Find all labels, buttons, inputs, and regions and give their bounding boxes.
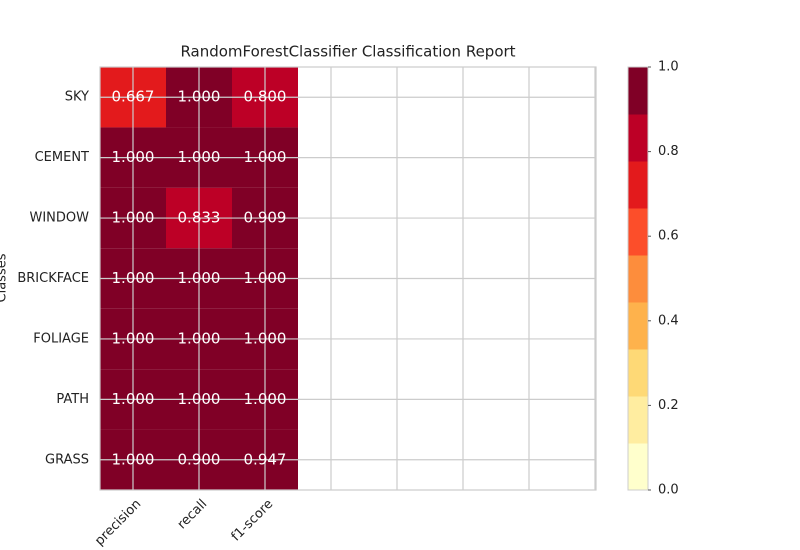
y-tick-label: SKY bbox=[65, 90, 89, 105]
colorbar-tick-label: 0.0 bbox=[658, 483, 679, 498]
cell-label: 1.000 bbox=[244, 390, 287, 408]
x-tick-label: precision bbox=[92, 497, 144, 549]
x-tick-label: f1-score bbox=[229, 497, 277, 545]
y-tick-label: BRICKFACE bbox=[17, 271, 89, 286]
cell-label: 1.000 bbox=[112, 209, 155, 227]
plot-border bbox=[99, 66, 597, 491]
colorbar-band bbox=[628, 67, 648, 115]
colorbar-band bbox=[628, 208, 648, 256]
cell-label: 1.000 bbox=[178, 390, 221, 408]
y-axis-label: Classes bbox=[0, 253, 10, 302]
colorbar-tick-label: 0.2 bbox=[658, 398, 679, 413]
cell-label: 1.000 bbox=[178, 148, 221, 166]
cell-label: 0.667 bbox=[112, 88, 155, 106]
colorbar-border bbox=[627, 66, 649, 491]
colorbar-band bbox=[628, 302, 648, 350]
cell-label: 0.900 bbox=[178, 450, 221, 468]
cell-label: 1.000 bbox=[244, 148, 287, 166]
colorbar-band bbox=[628, 114, 648, 162]
x-tick-label: recall bbox=[175, 497, 211, 533]
colorbar-band bbox=[628, 443, 648, 491]
cell-label: 1.000 bbox=[244, 329, 287, 347]
cell-label: 0.947 bbox=[244, 450, 287, 468]
colorbar-tick-label: 0.4 bbox=[658, 313, 679, 328]
y-tick-label: WINDOW bbox=[29, 211, 89, 226]
cell-label: 1.000 bbox=[112, 450, 155, 468]
y-tick-label: GRASS bbox=[45, 452, 89, 467]
cell-label: 1.000 bbox=[178, 269, 221, 287]
cell-label: 1.000 bbox=[112, 148, 155, 166]
colorbar-band bbox=[628, 396, 648, 444]
cell-label: 1.000 bbox=[112, 269, 155, 287]
cell-label: 0.833 bbox=[178, 209, 221, 227]
y-tick-label: CEMENT bbox=[35, 150, 89, 165]
cell-label: 1.000 bbox=[112, 329, 155, 347]
y-tick-label: FOLIAGE bbox=[33, 331, 89, 346]
colorbar-band bbox=[628, 161, 648, 209]
colorbar-band bbox=[628, 349, 648, 397]
colorbar-tick-label: 1.0 bbox=[658, 60, 679, 75]
cell-label: 1.000 bbox=[178, 329, 221, 347]
chart-title: RandomForestClassifier Classification Re… bbox=[180, 43, 515, 61]
colorbar-band bbox=[628, 255, 648, 303]
cell-label: 1.000 bbox=[244, 269, 287, 287]
colorbar-tick-label: 0.8 bbox=[658, 144, 679, 159]
cell-label: 0.909 bbox=[244, 209, 287, 227]
colorbar-tick-label: 0.6 bbox=[658, 229, 679, 244]
cell-label: 0.800 bbox=[244, 88, 287, 106]
cell-label: 1.000 bbox=[112, 390, 155, 408]
cell-label: 1.000 bbox=[178, 88, 221, 106]
y-tick-label: PATH bbox=[56, 392, 89, 407]
